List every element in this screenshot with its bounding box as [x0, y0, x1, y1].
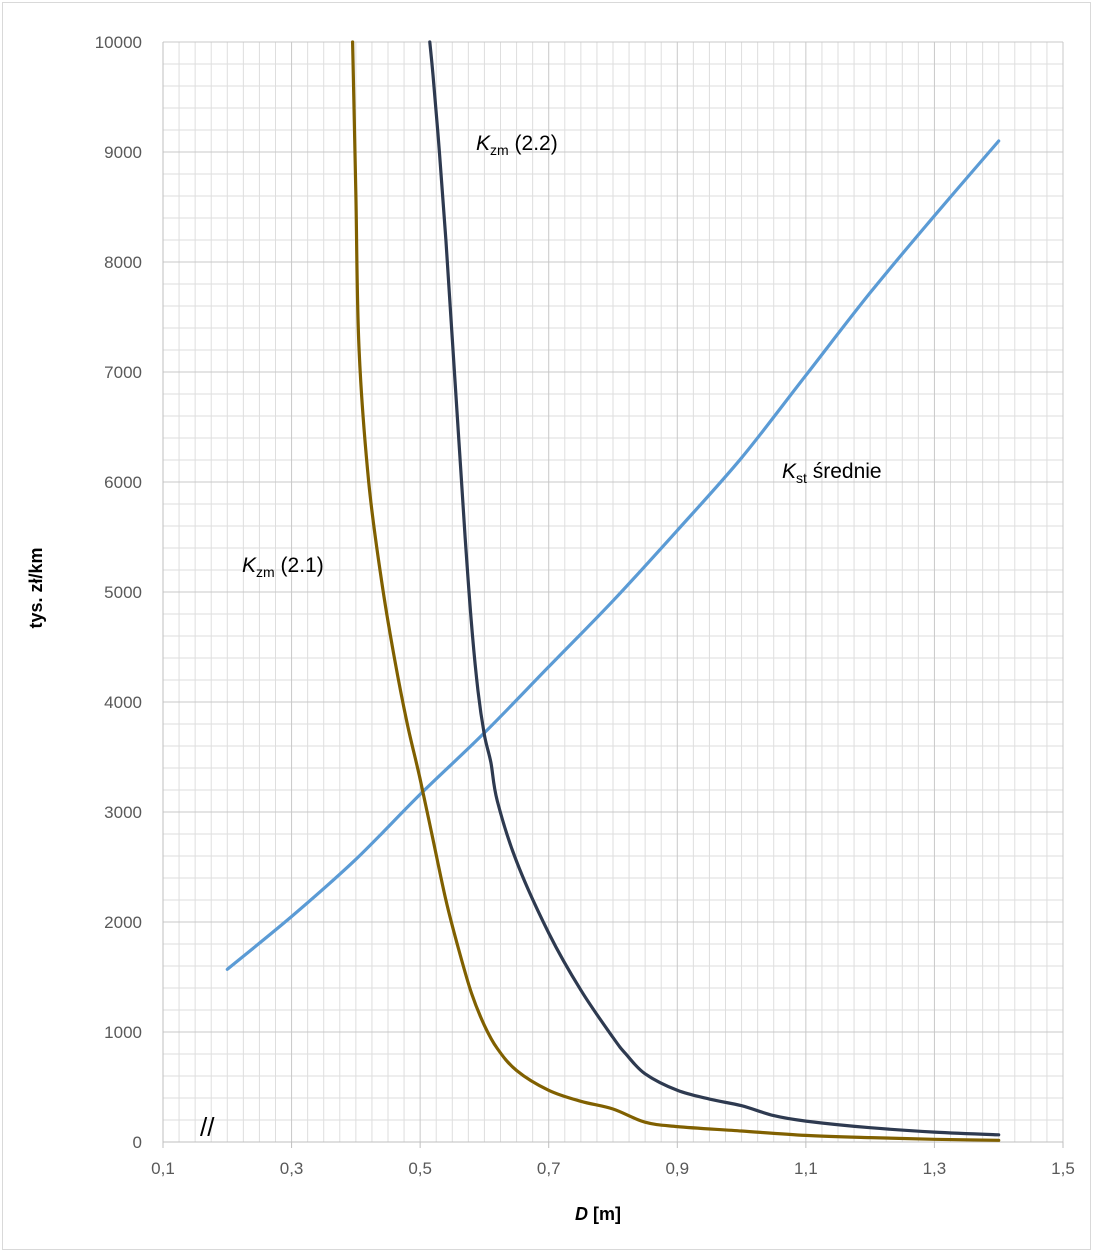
x-tick-label: 0,3 — [280, 1159, 304, 1178]
x-axis-title: D [m] — [575, 1204, 621, 1224]
series-kst-srednie — [225, 139, 1001, 971]
y-tick-label: 4000 — [104, 693, 142, 712]
y-tick-label: 3000 — [104, 803, 142, 822]
y-tick-label: 5000 — [104, 583, 142, 602]
x-tick-label: 0,7 — [537, 1159, 561, 1178]
series-layer — [225, 40, 1001, 1142]
y-tick-label: 6000 — [104, 473, 142, 492]
x-tick-label: 1,5 — [1051, 1159, 1075, 1178]
series-label-kzm-21: Kzm (2.1) — [242, 554, 324, 580]
y-tick-label: 1000 — [104, 1023, 142, 1042]
series-label-kzm-22: Kzm (2.2) — [476, 132, 558, 158]
x-tick-label: 1,1 — [794, 1159, 818, 1178]
axis-break-mark: // — [200, 1112, 215, 1142]
x-tick-label: 0,1 — [151, 1159, 175, 1178]
series-label-kst: Kst średnie — [782, 460, 882, 486]
y-tick-label: 8000 — [104, 253, 142, 272]
y-axis-title: tys. zł/km — [26, 547, 46, 628]
y-tick-label: 7000 — [104, 363, 142, 382]
x-tick-label: 1,3 — [923, 1159, 947, 1178]
y-tick-labels: 0 1000 2000 3000 4000 5000 6000 7000 8000 9000 100… — [95, 33, 142, 1152]
y-tick-label: 9000 — [104, 143, 142, 162]
y-tick-label: 10000 — [95, 33, 142, 52]
series-kzm-2-1 — [351, 40, 1001, 1142]
x-tick-labels: 0,1 0,3 0,5 0,7 0,9 1,1 1,3 1,5 — [151, 1159, 1075, 1178]
x-tick-label: 0,9 — [665, 1159, 689, 1178]
major-gridlines — [162, 41, 1064, 1143]
y-tick-label: 2000 — [104, 913, 142, 932]
y-tick-label: 0 — [133, 1133, 142, 1152]
axes — [162, 42, 1064, 1148]
x-tick-label: 0,5 — [408, 1159, 432, 1178]
series-kzm-2-2 — [428, 40, 1001, 1137]
